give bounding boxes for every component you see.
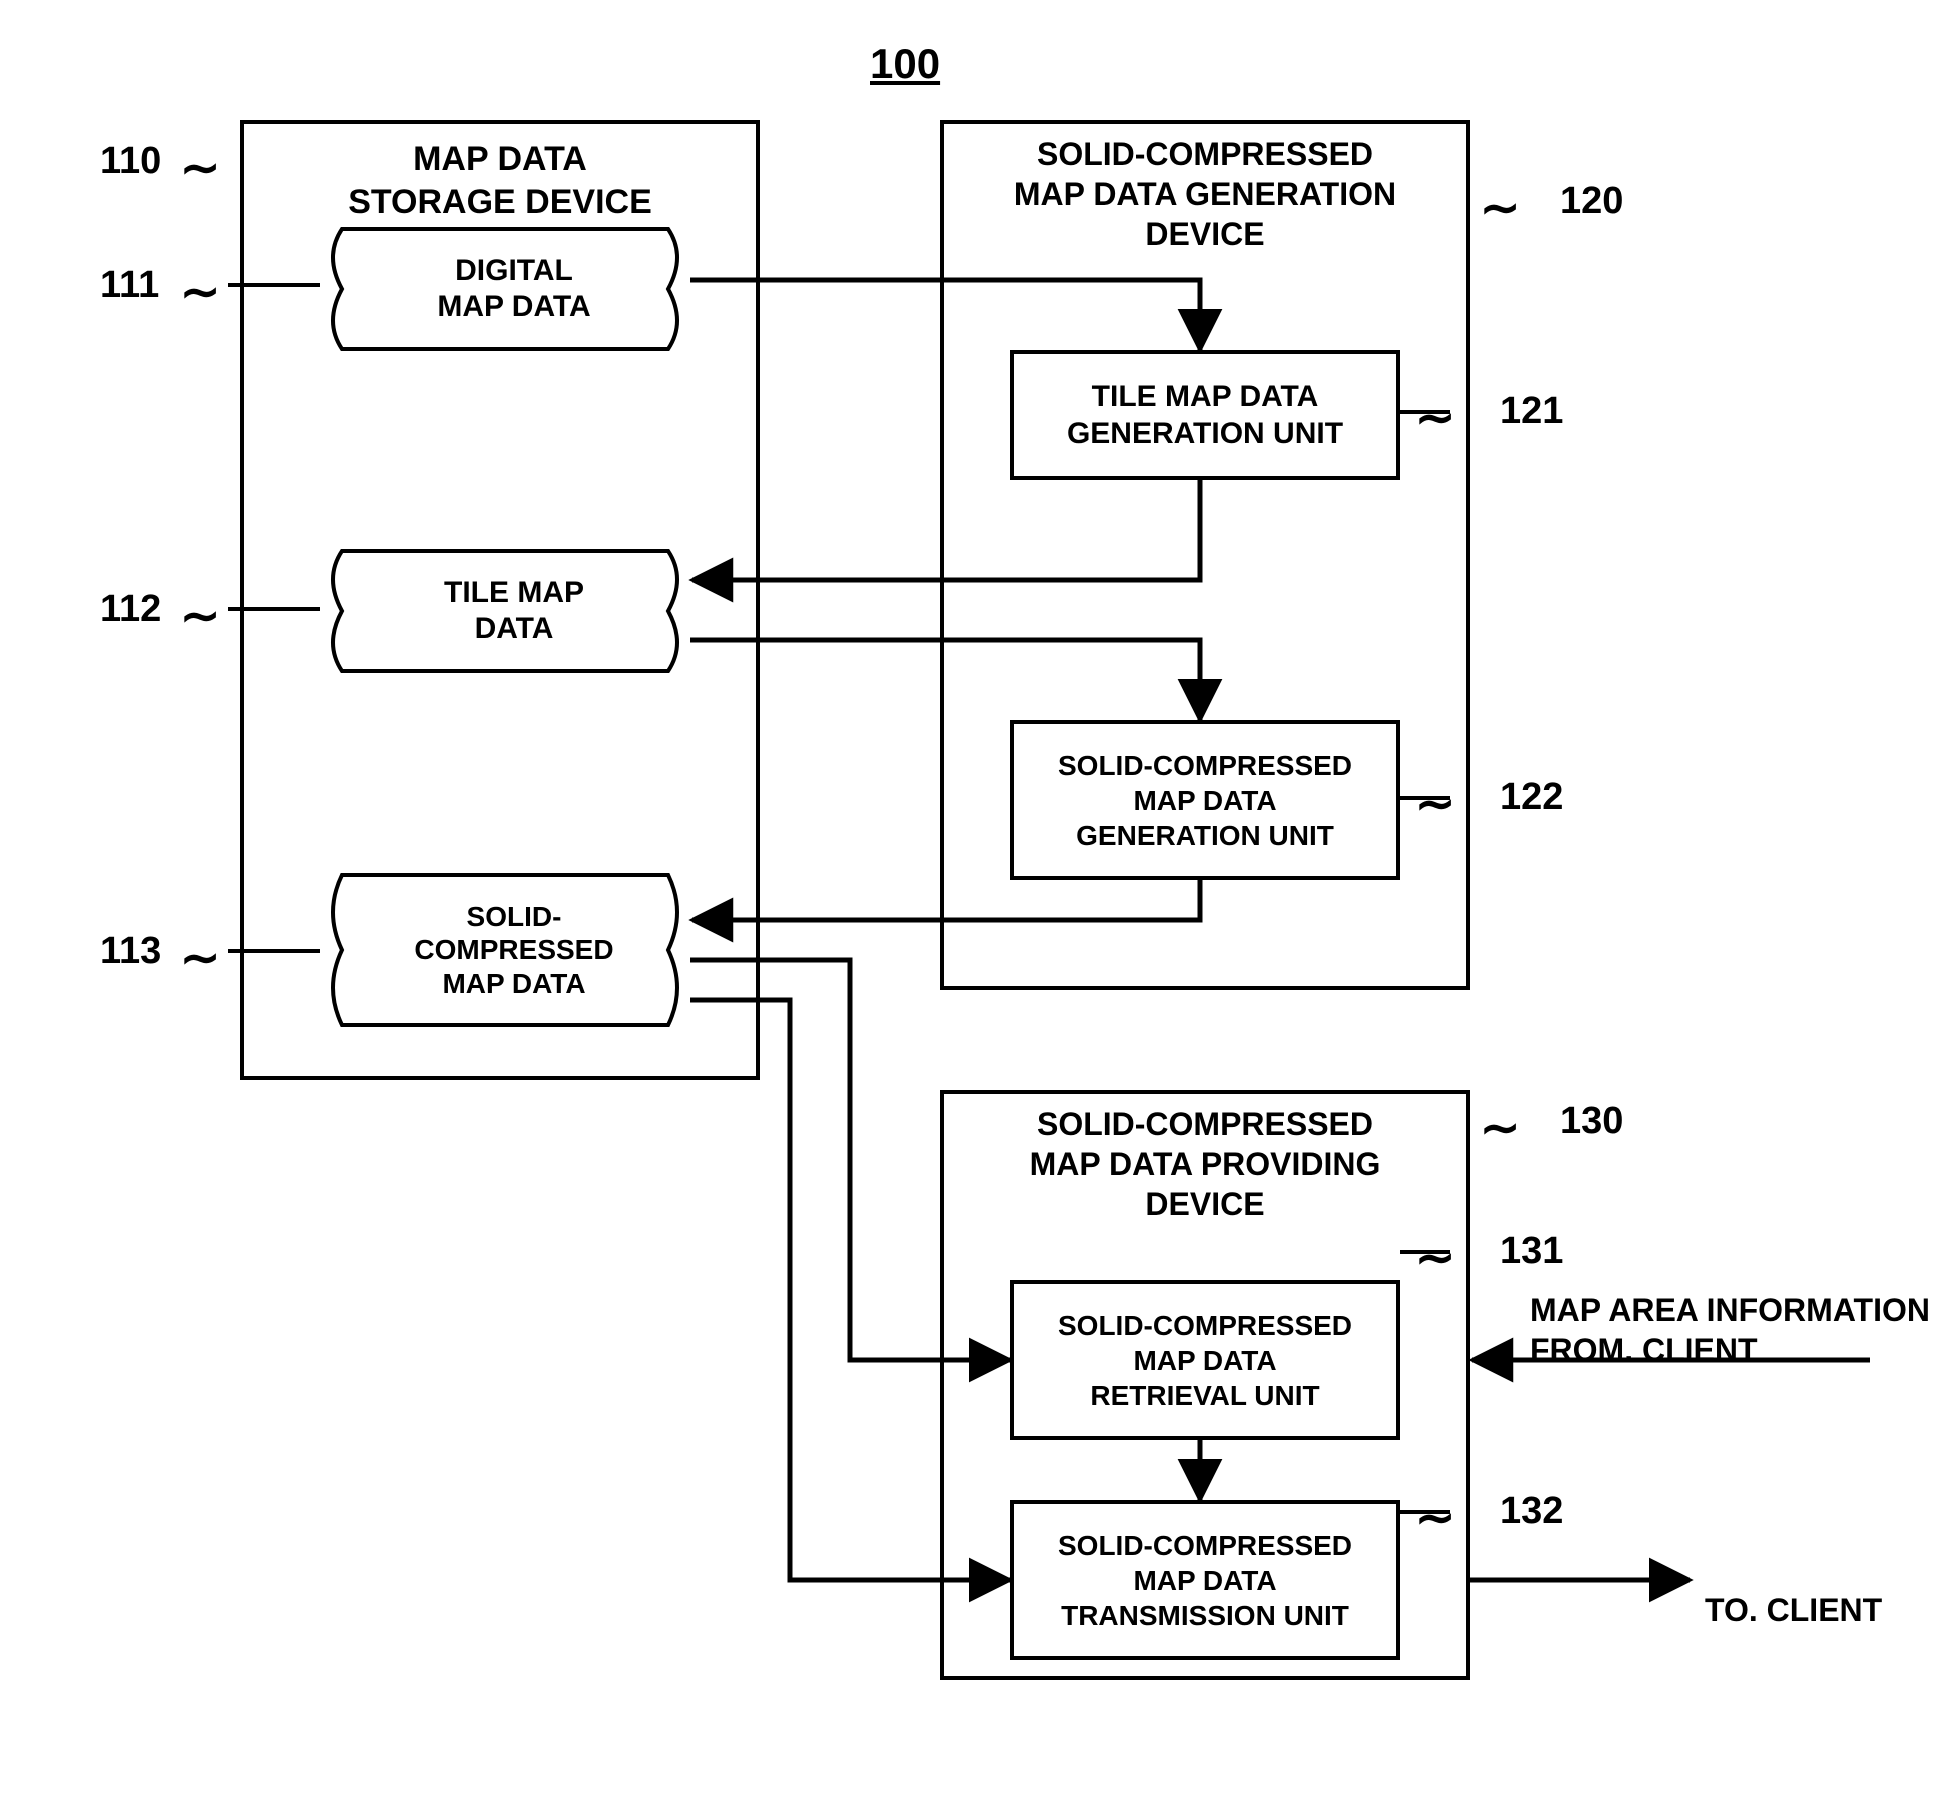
tilde-131: ∼ — [1415, 1230, 1449, 1286]
solid-gen-unit-label: SOLID-COMPRESSED MAP DATA GENERATION UNI… — [1058, 748, 1352, 853]
retrieval-unit-label: SOLID-COMPRESSED MAP DATA RETRIEVAL UNIT — [1058, 1308, 1352, 1413]
tile-map-cylinder: TILE MAP DATA — [320, 546, 690, 676]
tilde-113: ∼ — [180, 930, 214, 986]
ref-110: 110 — [100, 140, 161, 183]
tile-gen-unit-label: TILE MAP DATA GENERATION UNIT — [1067, 378, 1343, 453]
ref-122: 122 — [1500, 776, 1563, 819]
ref-111: 111 — [100, 264, 159, 307]
trans-unit-label: SOLID-COMPRESSED MAP DATA TRANSMISSION U… — [1058, 1528, 1352, 1633]
tile-gen-unit-box: TILE MAP DATA GENERATION UNIT — [1010, 350, 1400, 480]
map-area-info-label: MAP AREA INFORMATION FROM. CLIENT — [1530, 1290, 1930, 1370]
digital-map-cylinder: DIGITAL MAP DATA — [320, 224, 690, 354]
to-client-label: TO. CLIENT — [1705, 1590, 1882, 1630]
solid-map-cylinder: SOLID- COMPRESSED MAP DATA — [320, 870, 690, 1030]
tile-map-label: TILE MAP DATA — [320, 546, 690, 676]
storage-device-title: MAP DATA STORAGE DEVICE — [348, 138, 652, 223]
prov-device-title: SOLID-COMPRESSED MAP DATA PROVIDING DEVI… — [1030, 1104, 1381, 1224]
ref-121: 121 — [1500, 390, 1563, 433]
tilde-130: ∼ — [1480, 1100, 1514, 1156]
ref-120: 120 — [1560, 180, 1623, 223]
ref-130: 130 — [1560, 1100, 1623, 1143]
trans-unit-box: SOLID-COMPRESSED MAP DATA TRANSMISSION U… — [1010, 1500, 1400, 1660]
ref-131: 131 — [1500, 1230, 1563, 1273]
ref-113: 113 — [100, 930, 161, 973]
tilde-110: ∼ — [180, 140, 214, 196]
tilde-122: ∼ — [1415, 776, 1449, 832]
tilde-111: ∼ — [180, 264, 214, 320]
solid-map-label: SOLID- COMPRESSED MAP DATA — [320, 870, 690, 1030]
solid-gen-unit-box: SOLID-COMPRESSED MAP DATA GENERATION UNI… — [1010, 720, 1400, 880]
gen-device-title: SOLID-COMPRESSED MAP DATA GENERATION DEV… — [1014, 134, 1396, 254]
tilde-112: ∼ — [180, 588, 214, 644]
diagram-canvas: 100 MAP DATA STORAGE DEVICE DIGITAL MAP … — [0, 0, 1949, 1804]
digital-map-label: DIGITAL MAP DATA — [320, 224, 690, 354]
tilde-121: ∼ — [1415, 390, 1449, 446]
retrieval-unit-box: SOLID-COMPRESSED MAP DATA RETRIEVAL UNIT — [1010, 1280, 1400, 1440]
tilde-120: ∼ — [1480, 180, 1514, 236]
system-ref: 100 — [870, 38, 940, 91]
ref-132: 132 — [1500, 1490, 1563, 1533]
tilde-132: ∼ — [1415, 1490, 1449, 1546]
ref-112: 112 — [100, 588, 161, 631]
